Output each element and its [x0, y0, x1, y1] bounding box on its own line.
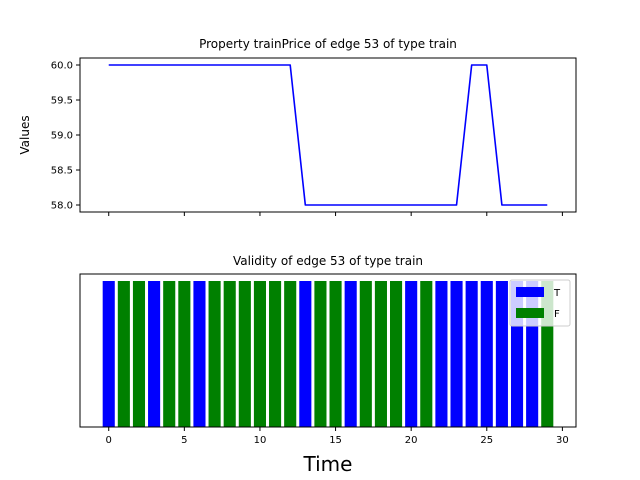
validity-bar-f	[223, 281, 236, 427]
line-series	[108, 64, 548, 206]
bar-chart: Validity of edge 53 of type train 0 5 10 15…	[79, 254, 577, 476]
legend-swatch-t	[516, 287, 544, 297]
validity-bar-f	[269, 281, 282, 427]
y-tick-label: 60.0	[51, 61, 73, 72]
y-tick-label: 59.5	[51, 96, 73, 107]
line-chart: Property trainPrice of edge 53 of type t…	[18, 37, 577, 216]
validity-bar-f	[374, 281, 387, 427]
validity-bar-f	[163, 281, 176, 427]
line-chart-ylabel: Values	[18, 115, 32, 154]
line-chart-y-axis: 58.0 58.5 59.0 59.5 60.0	[51, 61, 80, 212]
bar-series	[102, 281, 554, 427]
bar-chart-x-axis: 0 5 10 15 20 25 30	[106, 427, 569, 446]
line-chart-x-axis	[108, 212, 563, 216]
validity-bar-t	[495, 281, 508, 427]
legend-label-t: T	[553, 288, 561, 299]
validity-bar-f	[117, 281, 130, 427]
y-tick-label: 58.5	[51, 166, 73, 177]
validity-bar-f	[208, 281, 221, 427]
line-chart-frame	[79, 57, 577, 213]
validity-bar-t	[405, 281, 418, 427]
validity-bar-t	[148, 281, 161, 427]
validity-bar-f	[329, 281, 342, 427]
bar-chart-title: Validity of edge 53 of type train	[233, 254, 423, 268]
line-chart-title: Property trainPrice of edge 53 of type t…	[199, 37, 457, 51]
validity-bar-f	[132, 281, 146, 427]
validity-bar-t	[299, 281, 312, 427]
validity-bar-f	[420, 281, 433, 427]
x-tick-label: 5	[181, 435, 187, 446]
validity-bar-t	[450, 281, 463, 427]
legend-box	[509, 279, 571, 327]
x-tick-label: 10	[254, 435, 267, 446]
validity-bar-t	[465, 281, 478, 427]
validity-bar-f	[253, 281, 266, 427]
validity-bar-t	[344, 281, 357, 427]
validity-bar-f	[359, 281, 372, 427]
validity-bar-t	[435, 281, 448, 427]
x-tick-label: 20	[405, 435, 418, 446]
bar-chart-xlabel: Time	[303, 452, 353, 476]
validity-bar-t	[480, 281, 493, 427]
validity-bar-f	[314, 281, 327, 427]
x-tick-label: 0	[106, 435, 112, 446]
legend-label-f: F	[554, 309, 560, 320]
validity-bar-f	[238, 281, 251, 427]
x-tick-label: 15	[329, 435, 342, 446]
validity-bar-t	[102, 281, 115, 427]
x-tick-label: 30	[556, 435, 569, 446]
legend: T F	[509, 279, 571, 327]
y-tick-label: 58.0	[51, 201, 73, 212]
validity-bar-f	[178, 281, 191, 427]
y-tick-label: 59.0	[51, 131, 73, 142]
validity-bar-f	[390, 281, 403, 427]
x-tick-label: 25	[480, 435, 493, 446]
validity-bar-t	[193, 281, 206, 427]
bar-chart-frame	[79, 273, 577, 428]
legend-swatch-f	[516, 308, 544, 318]
validity-bar-f	[284, 281, 297, 427]
